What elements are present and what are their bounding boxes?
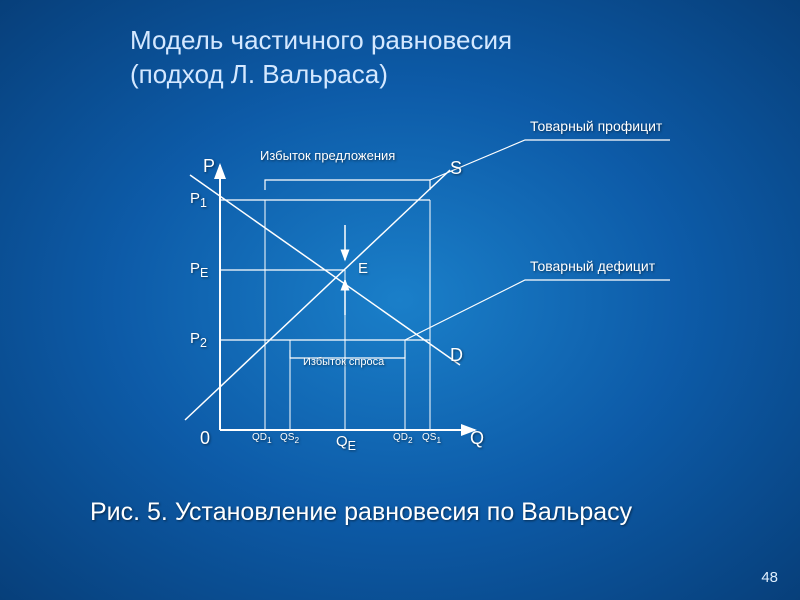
supply-line xyxy=(185,170,450,420)
surplus-callout xyxy=(430,140,670,180)
diagram-svg xyxy=(130,130,690,470)
label-surplus-demand: Избыток спроса xyxy=(303,356,384,368)
equilibrium-diagram: Избыток предложения Избыток спроса Товар… xyxy=(130,130,690,470)
figure-caption: Рис. 5. Установление равновесия по Вальр… xyxy=(90,498,632,527)
label-surplus-supply: Избыток предложения xyxy=(260,148,395,163)
label-p1: P1 xyxy=(190,190,207,210)
label-qs2: QS2 xyxy=(280,432,299,445)
label-qd1: QD1 xyxy=(252,432,272,445)
label-q-axis: Q xyxy=(470,428,484,449)
label-p-axis: P xyxy=(203,156,215,177)
slide-title: Модель частичного равновесия (подход Л. … xyxy=(130,24,512,92)
label-commodity-surplus: Товарный профицит xyxy=(530,118,662,134)
deficit-callout xyxy=(405,280,670,340)
top-bracket xyxy=(265,180,430,190)
label-s: S xyxy=(450,158,462,179)
label-p2: P2 xyxy=(190,330,207,350)
label-e: E xyxy=(358,260,368,277)
title-line-1: Модель частичного равновесия xyxy=(130,25,512,55)
label-qd2: QD2 xyxy=(393,432,413,445)
title-line-2: (подход Л. Вальраса) xyxy=(130,59,388,89)
label-origin: 0 xyxy=(200,428,210,449)
label-pe: PE xyxy=(190,260,208,280)
label-d: D xyxy=(450,345,463,366)
label-commodity-deficit: Товарный дефицит xyxy=(530,258,655,274)
label-qs1: QS1 xyxy=(422,432,441,445)
page-number: 48 xyxy=(761,569,778,586)
label-qe: QE xyxy=(336,433,356,453)
